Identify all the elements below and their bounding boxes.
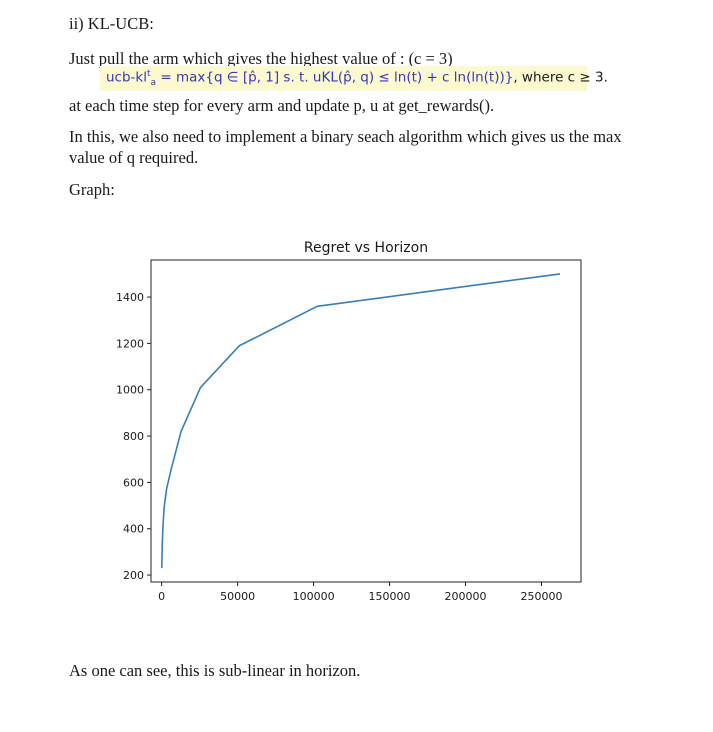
formula-body-3: KL(p̂ — [321, 69, 352, 86]
y-tick-label: 200 — [123, 569, 144, 582]
plot-area — [150, 259, 582, 583]
y-tick-label: 600 — [123, 476, 144, 489]
x-tick-label: 0 — [158, 590, 165, 603]
y-tick-label: 400 — [123, 523, 144, 536]
regret-chart: Regret vs Horizon 0 50000 100000 150000 2000… — [116, 240, 582, 603]
update-text: at each time step for every arm and upda… — [69, 96, 495, 115]
binary-search-text-line-2: value of q required. — [69, 148, 199, 167]
intro-text: Just pull the arm which gives the highes… — [69, 49, 453, 68]
ucb-kl-formula: ucb-klta = max{q ∈ [p̂, 1] s. t. uKL(p̂,… — [106, 69, 608, 88]
formula-tail: , where c ≥ 3. — [513, 69, 608, 86]
y-tick-label: 1000 — [116, 384, 144, 397]
x-tick-label: 150000 — [369, 590, 411, 603]
y-tick-label: 800 — [123, 430, 144, 443]
x-tick-label: 50000 — [220, 590, 255, 603]
binary-search-text-line-1: In this, we also need to implement a bin… — [69, 127, 622, 146]
y-tick-label: 1200 — [116, 337, 144, 350]
formula-body-4: , q) ≤ ln(t) + c ln(ln(t))} — [351, 69, 514, 86]
graph-label: Graph: — [69, 180, 115, 199]
section-heading: ii) KL-UCB: — [69, 14, 154, 33]
x-tick-label: 100000 — [293, 590, 335, 603]
formula-sup: t — [147, 69, 151, 79]
y-tick-label: 1400 — [116, 291, 144, 304]
chart-title: Regret vs Horizon — [304, 240, 428, 256]
formula-highlight: ucb-klta = max{q ∈ [p̂, 1] s. t. uKL(p̂,… — [100, 66, 608, 91]
regret-series-line — [160, 273, 561, 569]
x-tick-label: 250000 — [520, 590, 562, 603]
formula-sub: a — [150, 78, 157, 89]
formula-body-2: , 1] s. t. u — [256, 69, 322, 86]
x-tick-label: 200000 — [445, 590, 487, 603]
conclusion-text: As one can see, this is sub-linear in ho… — [69, 661, 361, 680]
formula-body: = max{q ∈ [p̂ — [156, 69, 257, 86]
formula-lhs: ucb-kl — [106, 69, 147, 86]
